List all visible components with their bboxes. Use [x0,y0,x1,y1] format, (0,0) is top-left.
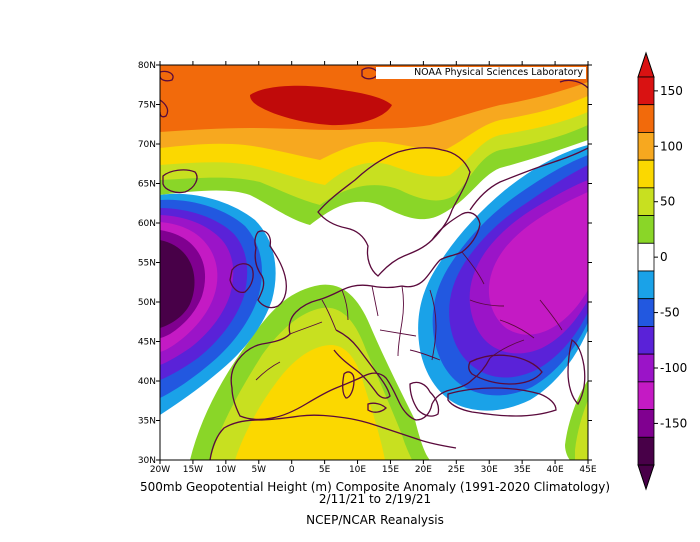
lat-tick-label: 45N [138,338,156,348]
lat-tick-label: 30N [138,456,156,466]
lat-tick-label: 55N [138,259,156,269]
colorbar-segment [637,187,655,216]
colorbar-label: 0 [660,250,668,264]
lat-tick-label: 35N [138,417,156,427]
lon-tick-label: 15W [183,465,203,475]
country-borders [255,251,563,381]
colorbar-segment [637,298,655,327]
lon-tick-label: 10E [349,465,366,475]
europe-coast [230,147,588,421]
lat-tick-label: 75N [138,101,156,111]
colorbar-label: -50 [660,306,680,320]
anomaly-field [160,65,588,460]
sardinia-coast [342,371,355,399]
colorbar-segment [637,409,655,438]
lon-tick-label: 5W [251,465,266,475]
lon-tick-label: 20W [150,465,170,475]
lon-tick-label: 10W [216,465,236,475]
colorbar-segment [637,132,655,161]
lon-tick-label: 0 [289,465,295,475]
latitude-axis: 30N 35N 40N 45N 50N 55N 60N 65N 70N 75N 80N [138,61,592,466]
lon-tick-label: 25E [448,465,465,475]
africa-coast [209,414,457,460]
colorbar-segment [637,159,655,189]
caspian-coast [567,338,586,406]
positive-core-red [250,85,392,126]
black-sea-coast [468,354,543,385]
ireland-coast [229,263,254,294]
positive-south-yellow [235,345,385,460]
caption-title: 500mb Geopotential Height (m) Composite … [139,480,610,494]
lat-tick-label: 70N [138,140,156,150]
colorbar-segment [637,326,655,355]
colorbar-label: 100 [660,139,683,153]
lon-tick-label: 5E [319,465,331,475]
colorbar-segment [637,270,655,300]
colorbar: 150 100 50 0 -50 -100 -150 [637,51,687,491]
colorbar-segment [637,76,655,106]
negative-west-core [160,240,195,328]
positive-far-south-yellowgreen [575,400,588,460]
colorbar-segment [637,381,655,410]
colorbar-bottom-arrow [637,464,655,491]
turkey-coast [447,387,557,417]
longitude-axis: 20W 15W 10W 5W 0 5E 10E 15E 20E 25E 30E 35E 40E 45E [150,61,597,475]
lat-tick-label: 40N [138,377,156,387]
lon-tick-label: 35E [514,465,531,475]
colorbar-label: 50 [660,195,675,209]
colorbar-segment [637,353,655,383]
colorbar-label: -150 [660,416,687,430]
lat-tick-label: 80N [138,61,156,71]
novaya-zemlya-coast [559,79,588,89]
caption-source: NCEP/NCAR Reanalysis [306,513,444,527]
coastlines [160,67,588,460]
lon-tick-label: 30E [481,465,498,475]
iceland-coast [162,169,198,194]
colorbar-segment [637,104,655,133]
colorbar-segment [637,215,655,244]
greece-coast [409,381,440,417]
colorbar-label: 150 [660,84,683,98]
colorbar-segment [637,436,655,466]
lat-tick-label: 60N [138,219,156,229]
negative-east-magenta [488,192,588,335]
italy-coast [333,329,391,399]
sicily-coast [367,402,387,413]
lat-tick-label: 50N [138,298,156,308]
britain-coast [254,230,287,309]
credit-label: NOAA Physical Sciences Laboratory [376,67,586,79]
arctic-island-coast [160,70,174,82]
colorbar-label: -100 [660,361,687,375]
lon-tick-label: 45E [579,465,596,475]
lon-tick-label: 15E [382,465,399,475]
lat-tick-label: 65N [138,180,156,190]
colorbar-segment [637,242,655,272]
greenland-coast [160,99,169,118]
lon-tick-label: 40E [547,465,564,475]
lon-tick-label: 20E [415,465,432,475]
caption-dates: 2/11/21 to 2/19/21 [318,492,432,506]
colorbar-top-arrow [637,51,655,78]
